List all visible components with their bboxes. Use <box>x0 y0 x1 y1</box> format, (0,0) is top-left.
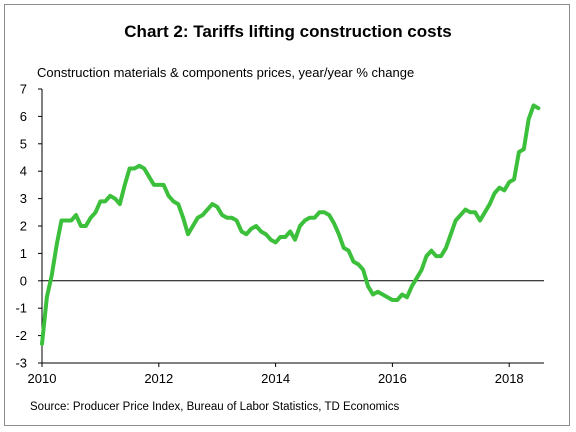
y-tick-label: 0 <box>20 273 27 288</box>
y-tick-label: -2 <box>15 328 27 343</box>
y-tick-label: -3 <box>15 356 27 371</box>
x-tick-label: 2012 <box>144 371 173 386</box>
y-tick-label: 5 <box>20 136 27 151</box>
series-line-1 <box>40 103 541 346</box>
y-tick-label: 4 <box>20 164 27 179</box>
y-tick-label: 2 <box>20 219 27 234</box>
y-tick-label: 3 <box>20 191 27 206</box>
y-tick-label: 1 <box>20 246 27 261</box>
series-layer <box>40 103 541 346</box>
x-tick-label: 2016 <box>378 371 407 386</box>
x-tick-label: 2010 <box>28 371 57 386</box>
chart-subtitle: Construction materials & components pric… <box>37 65 415 80</box>
axes <box>38 88 544 367</box>
x-tick-label: 2018 <box>495 371 524 386</box>
x-tick-label: 2014 <box>261 371 290 386</box>
y-tick-label: -1 <box>15 301 27 316</box>
tick-labels: -3 -2 -1 0 1 2 3 4 5 6 7 2010 2012 2014 2016 2018 <box>15 82 523 387</box>
chart-title: Chart 2: Tariffs lifting construction co… <box>124 22 452 41</box>
y-tick-label: 7 <box>20 82 27 97</box>
y-tick-label: 6 <box>20 109 27 124</box>
chart-source: Source: Producer Price Index, Bureau of … <box>30 401 400 413</box>
